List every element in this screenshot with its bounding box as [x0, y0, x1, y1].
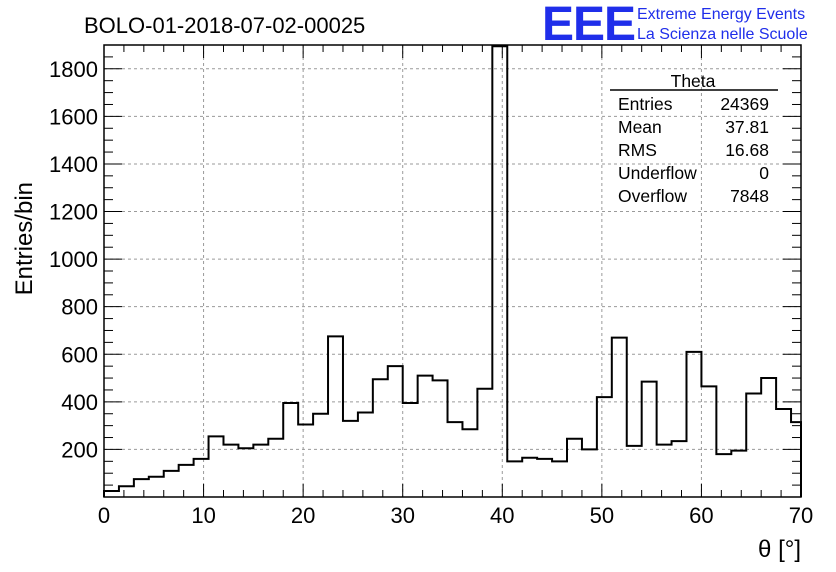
histogram-bin [657, 445, 672, 497]
histogram-bin [746, 394, 761, 497]
logo-line-2: La Scienza nelle Scuole [637, 26, 808, 43]
histogram-bin [134, 479, 149, 497]
histogram-bin [567, 439, 582, 497]
x-tick-label: 30 [390, 503, 414, 528]
axis-ticks [103, 44, 802, 498]
histogram-bin [507, 461, 522, 497]
stats-label: Entries [618, 94, 673, 114]
stats-value: 24369 [720, 94, 769, 114]
histogram-bin [612, 338, 627, 497]
histogram-bin [776, 409, 791, 497]
histogram-bin [179, 465, 194, 497]
x-tick-label: 20 [291, 503, 315, 528]
histogram-bin [283, 403, 298, 497]
y-tick-labels: 200 400 600 800 1000 1200 1400 1600 1800 [49, 57, 98, 463]
eee-logo: EEE Extreme Energy Events La Scienza nel… [542, 0, 808, 51]
y-tick-label: 200 [61, 437, 98, 462]
histogram-bin [164, 471, 179, 497]
histogram-bin [716, 454, 731, 497]
histogram-bin [403, 403, 418, 497]
stats-label: Mean [618, 117, 662, 137]
logo-line-1: Extreme Energy Events [637, 6, 805, 23]
histogram-bin [701, 386, 716, 497]
y-tick-label: 400 [61, 390, 98, 415]
histogram-bin [388, 366, 403, 497]
histogram-bin [149, 477, 164, 497]
y-tick-label: 1000 [49, 247, 98, 272]
histogram-bin [223, 445, 238, 497]
stats-value: 7848 [730, 186, 769, 206]
histogram-bin [642, 382, 657, 497]
histogram-bin [731, 451, 746, 497]
histogram-bin [253, 445, 268, 497]
stats-box-title: Theta [671, 71, 716, 91]
histogram-bin [627, 446, 642, 497]
histogram-bin [194, 459, 209, 497]
y-tick-label: 1200 [49, 200, 98, 225]
y-tick-label: 1800 [49, 57, 98, 82]
histogram-bin [313, 414, 328, 497]
histogram-bin [537, 459, 552, 497]
x-tick-label: 10 [191, 503, 215, 528]
y-tick-label: 1400 [49, 152, 98, 177]
stats-value: 16.68 [725, 140, 769, 160]
run-title: BOLO-01-2018-07-02-00025 [84, 13, 365, 38]
stats-label: Overflow [618, 186, 687, 206]
grid [104, 45, 801, 497]
y-tick-label: 1600 [49, 104, 98, 129]
stats-box: Theta Entries 24369 Mean 37.81 RMS 16.68 Under… [610, 71, 778, 206]
eee-logo-mark: EEE [542, 0, 635, 51]
histogram-bin [328, 336, 343, 497]
x-tick-label: 60 [689, 503, 713, 528]
histogram-bin [492, 46, 507, 497]
histogram-bin [268, 439, 283, 497]
histogram-bin [462, 429, 477, 497]
x-tick-label: 70 [789, 503, 813, 528]
x-tick-labels: 0 10 20 30 40 50 60 70 [98, 503, 813, 528]
histogram-bin [433, 380, 448, 497]
histogram-bin [358, 413, 373, 497]
histogram-bin [373, 379, 388, 497]
histogram-bin [238, 448, 253, 497]
stats-value: 0 [759, 163, 769, 183]
x-tick-label: 50 [590, 503, 614, 528]
x-tick-label: 0 [98, 503, 110, 528]
stats-label: RMS [618, 140, 657, 160]
x-tick-label: 40 [490, 503, 514, 528]
x-axis-title: θ [°] [758, 536, 801, 563]
histogram-bins [104, 46, 801, 497]
stats-value: 37.81 [725, 117, 769, 137]
y-tick-label: 600 [61, 342, 98, 367]
histogram-bin [686, 352, 701, 497]
plot-frame [103, 44, 802, 498]
histogram-bin [672, 441, 687, 497]
histogram-bin [477, 389, 492, 497]
y-tick-label: 800 [61, 295, 98, 320]
histogram-bin [343, 421, 358, 497]
histogram-bin [522, 458, 537, 497]
histogram-bin [582, 449, 597, 497]
histogram-bin [761, 378, 776, 497]
histogram-outline [103, 45, 802, 497]
histogram-bin [791, 422, 801, 497]
stats-label: Underflow [618, 163, 697, 183]
histogram-bin [597, 397, 612, 497]
histogram-bin [552, 461, 567, 497]
histogram-bin [119, 486, 134, 497]
histogram-bin [209, 436, 224, 497]
histogram-bin [418, 376, 433, 497]
y-axis-title: Entries/bin [11, 182, 38, 295]
histogram-bin [298, 424, 313, 497]
histogram-bin [448, 422, 463, 497]
stats-rows: Entries 24369 Mean 37.81 RMS 16.68 Underflow 0 O… [618, 94, 769, 206]
